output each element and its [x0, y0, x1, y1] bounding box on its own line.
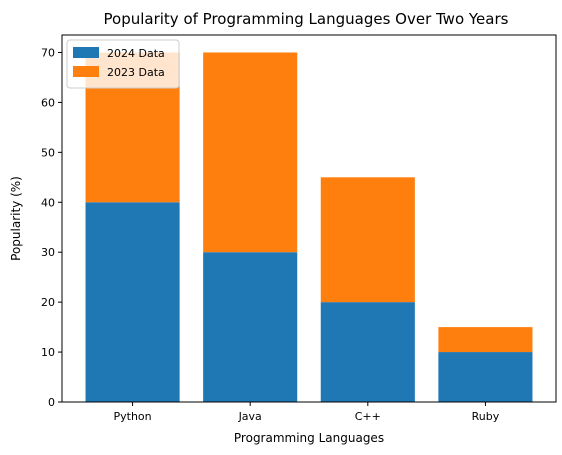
- x-tick-label-java: Java: [238, 410, 262, 423]
- bar-2024-data-cplusplus: [320, 302, 415, 402]
- legend: 2024 Data 2023 Data: [66, 39, 180, 89]
- bar-2023-data-java: [203, 52, 298, 253]
- x-tick-label-ruby: Ruby: [472, 410, 500, 423]
- y-axis-label: Popularity (%): [9, 176, 23, 261]
- y-tick-label-60: 60: [41, 96, 55, 109]
- plot-frame: [61, 34, 557, 403]
- y-tick-label-50: 50: [41, 146, 55, 159]
- x-tick-label-python: Python: [114, 410, 152, 423]
- y-tick-label-30: 30: [41, 246, 55, 259]
- bar-2023-data-cplusplus: [320, 177, 415, 303]
- chart-title: Popularity of Programming Languages Over…: [104, 10, 509, 28]
- y-tick-label-0: 0: [48, 396, 55, 409]
- x-axis-ticks: Python Java C++ Ruby: [114, 402, 500, 423]
- axes: [61, 34, 557, 403]
- bars: [85, 52, 533, 402]
- bar-2024-data-ruby: [438, 352, 533, 402]
- bar-2024-data-python: [85, 202, 180, 402]
- y-axis-ticks: 0 10 20 30 40 50 60 70: [41, 46, 62, 409]
- legend-label-2023-data: 2023 Data: [107, 66, 165, 79]
- legend-swatch-2023-data: [73, 66, 99, 77]
- bar-2024-data-java: [203, 252, 298, 402]
- legend-swatch-2024-data: [73, 47, 99, 58]
- y-tick-label-10: 10: [41, 346, 55, 359]
- y-tick-label-70: 70: [41, 46, 55, 59]
- bar-2023-data-ruby: [438, 327, 533, 353]
- legend-label-2024-data: 2024 Data: [107, 47, 165, 60]
- x-axis-label: Programming Languages: [234, 431, 384, 445]
- y-tick-label-40: 40: [41, 196, 55, 209]
- y-tick-label-20: 20: [41, 296, 55, 309]
- x-tick-label-cplusplus: C++: [355, 410, 381, 423]
